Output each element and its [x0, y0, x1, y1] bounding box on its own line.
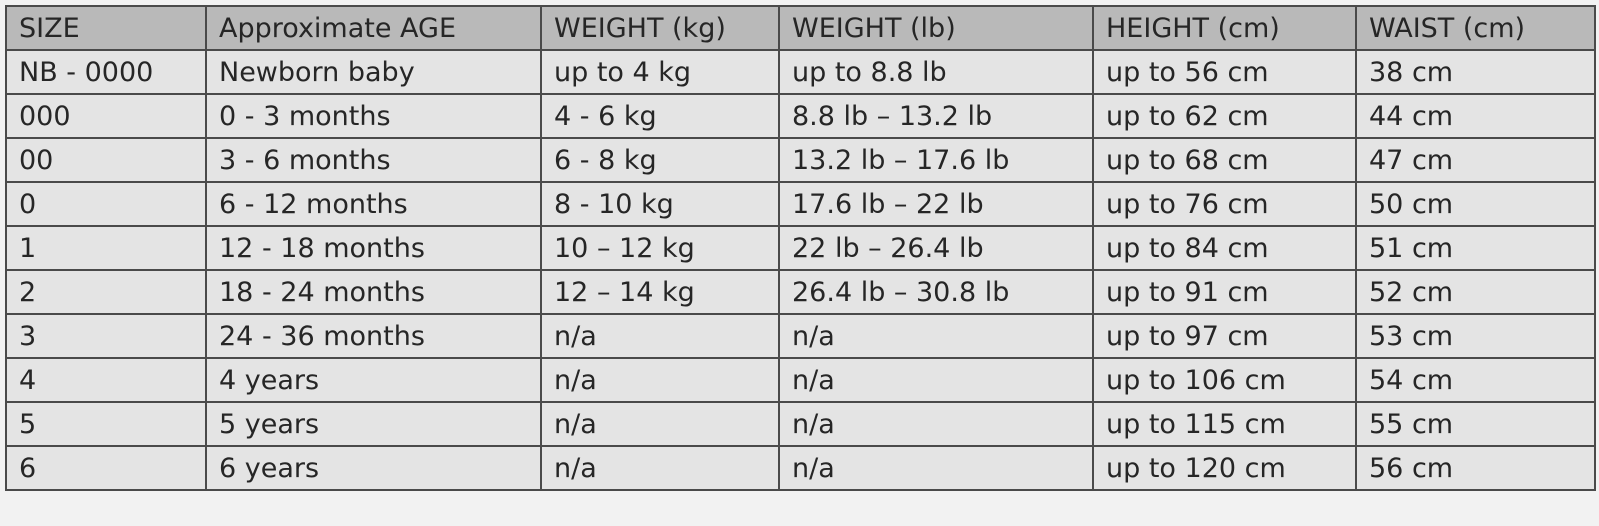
table-row: 3 24 - 36 months n/a n/a up to 97 cm 53 cm	[5, 313, 1596, 359]
table-cell: 3 - 6 months	[205, 137, 542, 183]
table-cell: up to 84 cm	[1092, 225, 1357, 271]
table-cell: 8.8 lb – 13.2 lb	[778, 93, 1094, 139]
table-cell: up to 8.8 lb	[778, 49, 1094, 95]
table-cell: 24 - 36 months	[205, 313, 542, 359]
table-cell: up to 76 cm	[1092, 181, 1357, 227]
table-cell: 52 cm	[1355, 269, 1596, 315]
table-cell: Newborn baby	[205, 49, 542, 95]
table-cell: n/a	[778, 445, 1094, 491]
table-cell: 6	[5, 445, 207, 491]
table-cell: 1	[5, 225, 207, 271]
table-cell: n/a	[540, 401, 780, 447]
table-cell: n/a	[540, 357, 780, 403]
table-cell: up to 62 cm	[1092, 93, 1357, 139]
table-cell: up to 91 cm	[1092, 269, 1357, 315]
table-cell: 56 cm	[1355, 445, 1596, 491]
table-cell: 26.4 lb – 30.8 lb	[778, 269, 1094, 315]
table-cell: 47 cm	[1355, 137, 1596, 183]
table-cell: 55 cm	[1355, 401, 1596, 447]
header-cell: Approximate AGE	[205, 5, 542, 51]
table-cell: 6 - 8 kg	[540, 137, 780, 183]
table-cell: n/a	[540, 313, 780, 359]
header-cell: SIZE	[5, 5, 207, 51]
table-cell: 53 cm	[1355, 313, 1596, 359]
table-cell: up to 115 cm	[1092, 401, 1357, 447]
table-cell: 17.6 lb – 22 lb	[778, 181, 1094, 227]
header-cell: HEIGHT (cm)	[1092, 5, 1357, 51]
table-row: 2 18 - 24 months 12 – 14 kg 26.4 lb – 30.8 …	[5, 269, 1596, 315]
table-cell: up to 56 cm	[1092, 49, 1357, 95]
table-cell: up to 4 kg	[540, 49, 780, 95]
size-chart: SIZE Approximate AGE WEIGHT (kg) WEIGHT (lb…	[5, 5, 1596, 514]
table-cell: 50 cm	[1355, 181, 1596, 227]
table-cell: n/a	[778, 313, 1094, 359]
size-table: SIZE Approximate AGE WEIGHT (kg) WEIGHT (lb…	[5, 5, 1596, 491]
table-cell: 5 years	[205, 401, 542, 447]
table-cell: 000	[5, 93, 207, 139]
table-cell: 18 - 24 months	[205, 269, 542, 315]
table-row: 000 0 - 3 months 4 - 6 kg 8.8 lb – 13.2 lb u…	[5, 93, 1596, 139]
table-cell: 44 cm	[1355, 93, 1596, 139]
table-cell: up to 68 cm	[1092, 137, 1357, 183]
table-cell: 38 cm	[1355, 49, 1596, 95]
table-cell: 00	[5, 137, 207, 183]
table-cell: up to 106 cm	[1092, 357, 1357, 403]
table-cell: up to 120 cm	[1092, 445, 1357, 491]
header-row: SIZE Approximate AGE WEIGHT (kg) WEIGHT (lb…	[5, 5, 1596, 51]
table-cell: 12 – 14 kg	[540, 269, 780, 315]
table-cell: n/a	[778, 357, 1094, 403]
table-cell: 5	[5, 401, 207, 447]
table-row: 1 12 - 18 months 10 – 12 kg 22 lb – 26.4 lb…	[5, 225, 1596, 271]
table-cell: 22 lb – 26.4 lb	[778, 225, 1094, 271]
table-cell: 3	[5, 313, 207, 359]
table-cell: 0	[5, 181, 207, 227]
table-cell: 12 - 18 months	[205, 225, 542, 271]
table-cell: NB - 0000	[5, 49, 207, 95]
table-row: 00 3 - 6 months 6 - 8 kg 13.2 lb – 17.6 lb u…	[5, 137, 1596, 183]
table-cell: 6 years	[205, 445, 542, 491]
table-cell: 4 - 6 kg	[540, 93, 780, 139]
table-cell: 4 years	[205, 357, 542, 403]
table-cell: 0 - 3 months	[205, 93, 542, 139]
table-cell: 10 – 12 kg	[540, 225, 780, 271]
header-cell: WAIST (cm)	[1355, 5, 1596, 51]
table-cell: 8 - 10 kg	[540, 181, 780, 227]
header-cell: WEIGHT (kg)	[540, 5, 780, 51]
header-cell: WEIGHT (lb)	[778, 5, 1094, 51]
table-cell: 2	[5, 269, 207, 315]
table-cell: 51 cm	[1355, 225, 1596, 271]
table-cell: 6 - 12 months	[205, 181, 542, 227]
table-cell: 4	[5, 357, 207, 403]
table-cell: 13.2 lb – 17.6 lb	[778, 137, 1094, 183]
table-row: NB - 0000 Newborn baby up to 4 kg up to 8.8…	[5, 49, 1596, 95]
table-cell: n/a	[778, 401, 1094, 447]
table-cell: 54 cm	[1355, 357, 1596, 403]
table-cell: n/a	[540, 445, 780, 491]
table-cell: up to 97 cm	[1092, 313, 1357, 359]
